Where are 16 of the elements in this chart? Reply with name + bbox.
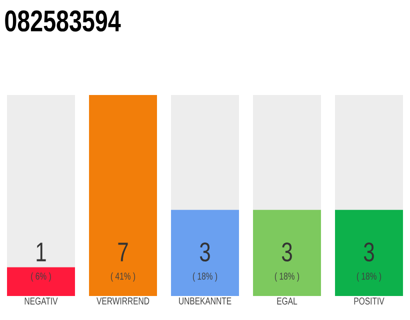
annotation: ( 41% ) (110, 272, 136, 282)
x-tick-label: NEGATIV (24, 298, 58, 305)
data-label: 3 (200, 242, 210, 262)
data-label: 1 (36, 242, 46, 262)
annotation: ( 6% ) (31, 272, 51, 282)
x-tick-label: EGAL (277, 298, 298, 305)
annotation: ( 18% ) (356, 272, 382, 282)
annotation: ( 18% ) (192, 272, 218, 282)
x-tick-label: UNBEKANNTE (179, 298, 232, 304)
data-label: 3 (364, 242, 374, 262)
chart-title: 082583594 (5, 10, 121, 32)
data-label: 3 (282, 242, 292, 262)
data-label: 7 (118, 242, 128, 262)
x-tick-label: VERWIRREND (96, 298, 150, 304)
x-tick-label: POSITIV (354, 298, 384, 305)
annotation: ( 18% ) (274, 272, 300, 282)
